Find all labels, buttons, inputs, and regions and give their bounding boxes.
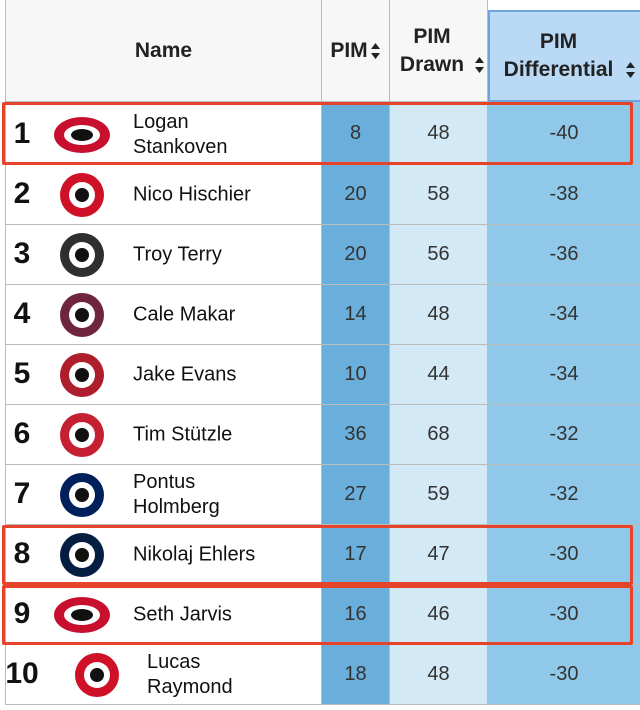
- rank: 7: [13, 477, 31, 510]
- pim-differential: -34: [488, 345, 640, 405]
- rank: 3: [13, 237, 31, 270]
- rank: 9: [13, 597, 31, 630]
- player-name: Pontus Holmberg: [133, 471, 220, 518]
- name-cell: [5, 225, 322, 285]
- name-cell: [5, 645, 322, 705]
- player-name: Logan Stankoven: [133, 111, 228, 158]
- highlight-box: [2, 525, 633, 585]
- name-cell: [5, 405, 322, 465]
- pim: 8: [322, 102, 390, 165]
- player-name: Jake Evans: [133, 363, 237, 386]
- player-name: Seth Jarvis: [133, 603, 232, 626]
- pim-drawn: 46: [390, 585, 488, 645]
- player-name: Cale Makar: [133, 303, 236, 326]
- team-logo: [60, 533, 104, 577]
- name-cell: [5, 465, 322, 525]
- pim-differential: -30: [488, 585, 640, 645]
- rank: 5: [13, 357, 31, 390]
- pim-differential: -32: [488, 465, 640, 525]
- pim-differential: -40: [488, 102, 640, 165]
- pim-differential: -30: [488, 645, 640, 705]
- pim-drawn: 48: [390, 285, 488, 345]
- sort-icon: [625, 62, 635, 78]
- header-drawn[interactable]: PIM Drawn: [390, 0, 488, 102]
- pim-drawn: 68: [390, 405, 488, 465]
- pim-drawn: 44: [390, 345, 488, 405]
- pim-differential: -36: [488, 225, 640, 285]
- player-name: Troy Terry: [133, 243, 222, 266]
- header-text: Name: [134, 38, 193, 62]
- pim-differential: -34: [488, 285, 640, 345]
- player-name: Nico Hischier: [133, 183, 251, 206]
- team-logo: [54, 117, 110, 153]
- player-name: Lucas Raymond: [147, 651, 233, 698]
- pim-drawn: 48: [390, 102, 488, 165]
- header-name[interactable]: Name: [5, 0, 322, 102]
- pim-drawn: 47: [390, 525, 488, 585]
- team-logo: [60, 413, 104, 457]
- pim-drawn: 58: [390, 165, 488, 225]
- pim: 36: [322, 405, 390, 465]
- pim-differential: -32: [488, 405, 640, 465]
- team-logo: [75, 653, 119, 697]
- pim-drawn: 56: [390, 225, 488, 285]
- sort-icon: [370, 42, 380, 59]
- player-name: Tim Stützle: [133, 423, 233, 446]
- header-text: PIM: [330, 38, 368, 62]
- pim: 27: [322, 465, 390, 525]
- player-name: Nikolaj Ehlers: [133, 543, 256, 566]
- pim: 18: [322, 645, 390, 705]
- rank: 2: [13, 177, 31, 210]
- team-logo: [60, 233, 104, 277]
- team-logo: [54, 597, 110, 633]
- pim: 14: [322, 285, 390, 345]
- pim-drawn: 48: [390, 645, 488, 705]
- pim: 16: [322, 585, 390, 645]
- sort-icon: [475, 56, 484, 73]
- pim-drawn: 59: [390, 465, 488, 525]
- pim: 20: [322, 225, 390, 285]
- rank: 8: [13, 537, 31, 570]
- name-cell: [5, 345, 322, 405]
- rank: 6: [13, 417, 31, 450]
- team-logo: [60, 293, 104, 337]
- team-logo: [60, 173, 104, 217]
- header-text: PIM Differential: [503, 30, 614, 81]
- team-logo: [60, 473, 104, 517]
- rank: 1: [13, 117, 31, 150]
- header-pim[interactable]: PIM: [322, 0, 390, 102]
- pim-differential: -38: [488, 165, 640, 225]
- header-text: PIM Drawn: [399, 24, 465, 76]
- pim: 10: [322, 345, 390, 405]
- team-logo: [60, 353, 104, 397]
- highlight-box: [2, 102, 633, 165]
- rank: 4: [13, 297, 31, 330]
- highlight-box: [2, 585, 633, 645]
- name-cell: [5, 165, 322, 225]
- pim: 20: [322, 165, 390, 225]
- header-differential[interactable]: PIM Differential: [488, 10, 640, 102]
- name-cell: [5, 285, 322, 345]
- rank: 10: [5, 657, 39, 690]
